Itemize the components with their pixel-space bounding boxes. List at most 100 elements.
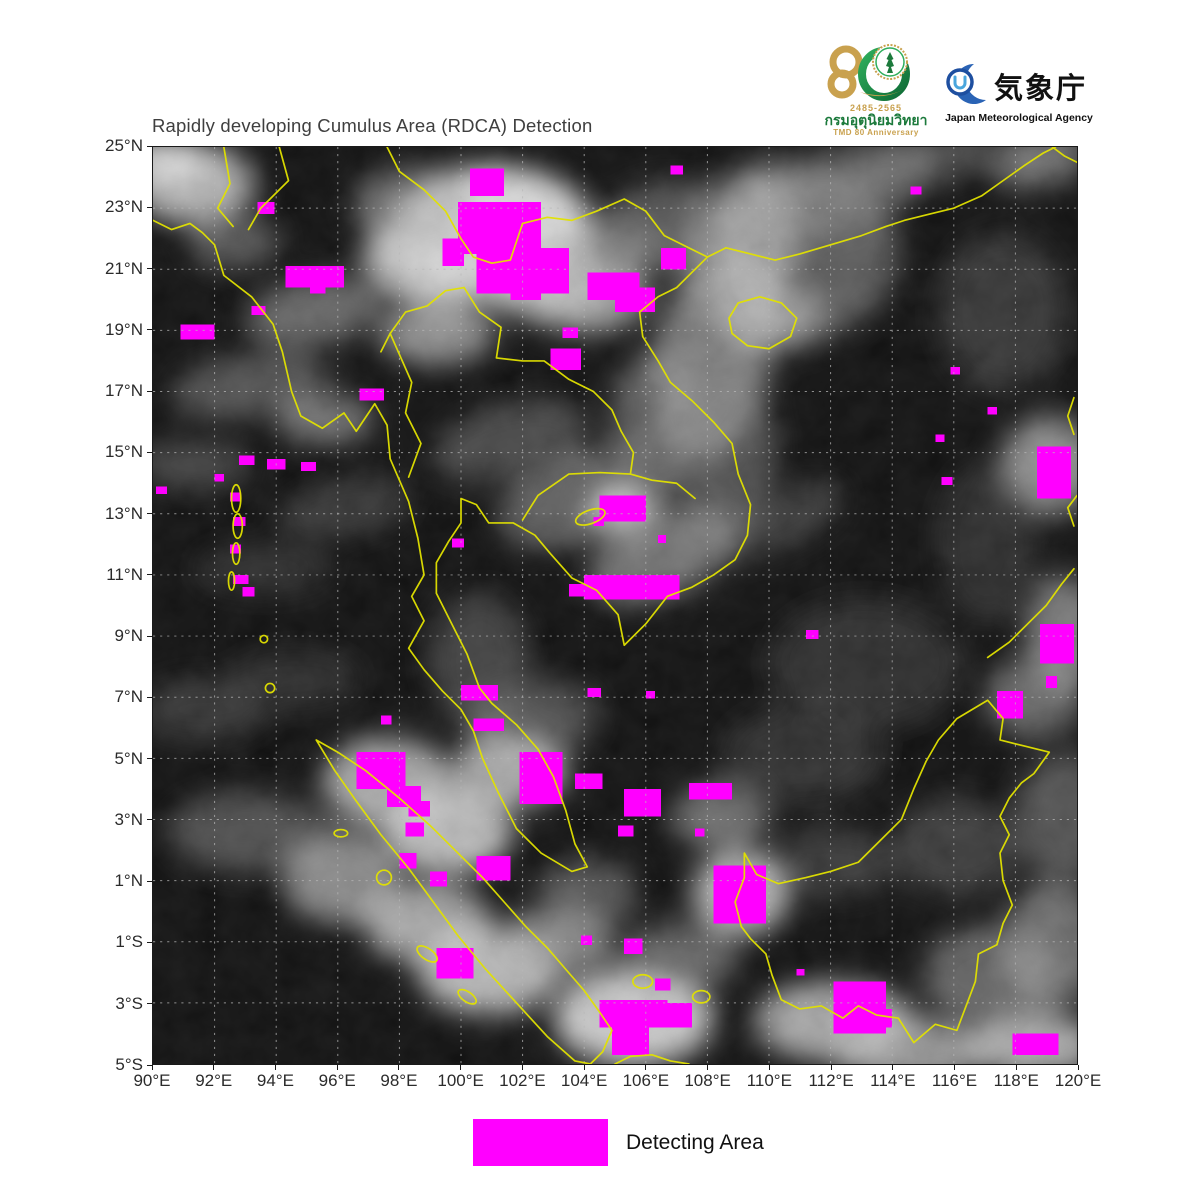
y-tick-label: 3°N (114, 809, 143, 829)
tmd-thai-name: กรมอุตุนิยมวิทยา (824, 112, 928, 128)
detection-patch (910, 186, 922, 195)
x-tick-label: 102°E (499, 1071, 546, 1090)
detection-patch (1046, 675, 1057, 689)
detection-patch (870, 1008, 893, 1028)
detection-patch (593, 516, 605, 527)
tmd-years: 2485-2565 (849, 103, 903, 113)
detection-patch (587, 688, 602, 698)
detection-patch (408, 801, 431, 817)
x-tick-label: 116°E (931, 1071, 978, 1090)
detection-patch (550, 348, 582, 371)
detection-patch (510, 281, 542, 300)
detection-patch (405, 822, 425, 837)
satellite-image (153, 147, 1077, 1064)
x-tick-mark (274, 1065, 276, 1070)
x-tick-label: 94°E (256, 1071, 294, 1090)
x-tick-mark (460, 1065, 462, 1070)
y-tick-label: 5°S (115, 1055, 143, 1074)
grid-lines (153, 147, 1077, 1064)
y-tick-label: 15°N (105, 442, 143, 462)
detection-patch (285, 266, 344, 288)
detection-patch (562, 327, 579, 339)
x-tick-label: 120°E (1054, 1071, 1102, 1090)
detection-patch (658, 535, 666, 543)
detection-patch (1036, 446, 1071, 499)
x-tick-mark (1077, 1065, 1079, 1070)
detection-patch (430, 871, 448, 887)
detection-patch (987, 406, 997, 415)
y-tick-label: 5°N (114, 748, 143, 768)
detection-patch (233, 516, 246, 527)
detection-patch (473, 718, 505, 731)
detection-patch (645, 1002, 692, 1028)
detection-patch (214, 474, 224, 482)
detection-patch (457, 202, 542, 254)
jma-logo: 気象庁 Japan Meteorological Agency (944, 62, 1094, 124)
x-tick-mark (583, 1065, 585, 1070)
satellite-map (152, 146, 1078, 1065)
detection-patch (156, 486, 167, 494)
detection-patch (451, 538, 465, 548)
detection-patch (796, 969, 805, 976)
y-tick-label: 7°N (114, 687, 143, 707)
x-tick-mark (151, 1065, 153, 1070)
detection-patch (624, 938, 643, 954)
x-tick-mark (892, 1065, 894, 1070)
x-tick-mark (768, 1065, 770, 1070)
detection-patch (519, 752, 563, 805)
x-tick-label: 106°E (622, 1071, 670, 1090)
detection-patch (1040, 623, 1074, 664)
detection-patch (251, 305, 266, 316)
y-tick-label: 1°S (115, 932, 143, 952)
detection-patch (310, 284, 326, 294)
detection-patch (461, 684, 498, 701)
legend-label: Detecting Area (626, 1130, 764, 1154)
y-tick-label: 1°N (114, 871, 143, 891)
detection-patch (436, 947, 474, 979)
detection-patch (615, 287, 656, 313)
x-tick-mark (707, 1065, 709, 1070)
detection-patch (581, 935, 592, 945)
y-tick-label: 9°N (114, 626, 143, 646)
detection-patch (655, 978, 671, 991)
x-tick-mark (336, 1065, 338, 1070)
detection-patch (670, 165, 683, 175)
detection-patch (584, 574, 680, 600)
x-tick-label: 104°E (560, 1071, 608, 1090)
detection-patch (713, 865, 766, 924)
detection-patch (688, 782, 733, 800)
y-tick-label: 13°N (105, 503, 143, 523)
y-tick-label: 21°N (105, 258, 143, 278)
detection-patch (618, 825, 634, 837)
page-title: Rapidly developing Cumulus Area (RDCA) D… (152, 115, 593, 136)
jma-crescent-icon (944, 62, 988, 109)
detection-patch (442, 238, 465, 267)
y-tick-label: 3°S (115, 993, 143, 1013)
coastlines (153, 147, 1077, 1064)
x-tick-label: 110°E (746, 1071, 792, 1090)
detection-patch (805, 629, 819, 640)
jma-english-name: Japan Meteorological Agency (945, 112, 1093, 124)
detection-patch (624, 788, 662, 817)
detection-patch (230, 544, 241, 554)
detection-patch (380, 715, 392, 725)
x-tick-label: 112°E (808, 1071, 854, 1090)
x-tick-label: 90°E (133, 1071, 171, 1090)
x-tick-mark (521, 1065, 523, 1070)
detection-patches (156, 165, 1074, 1055)
detection-patch (239, 455, 255, 465)
x-tick-label: 114°E (870, 1071, 916, 1090)
detection-patch (568, 584, 588, 597)
x-tick-label: 98°E (380, 1071, 418, 1090)
detection-patch (599, 495, 646, 522)
detection-patch (180, 324, 215, 340)
x-tick-mark (645, 1065, 647, 1070)
detection-patch (611, 1012, 649, 1055)
tmd-80-icon (812, 40, 940, 102)
detection-patch (359, 388, 384, 401)
tmd-anniversary: TMD 80 Anniversary (833, 128, 919, 137)
x-tick-label: 92°E (195, 1071, 233, 1090)
detection-patch (950, 367, 960, 375)
tmd-logo: 2485-2565 กรมอุตุนิยมวิทยา TMD 80 Annive… (812, 40, 940, 144)
